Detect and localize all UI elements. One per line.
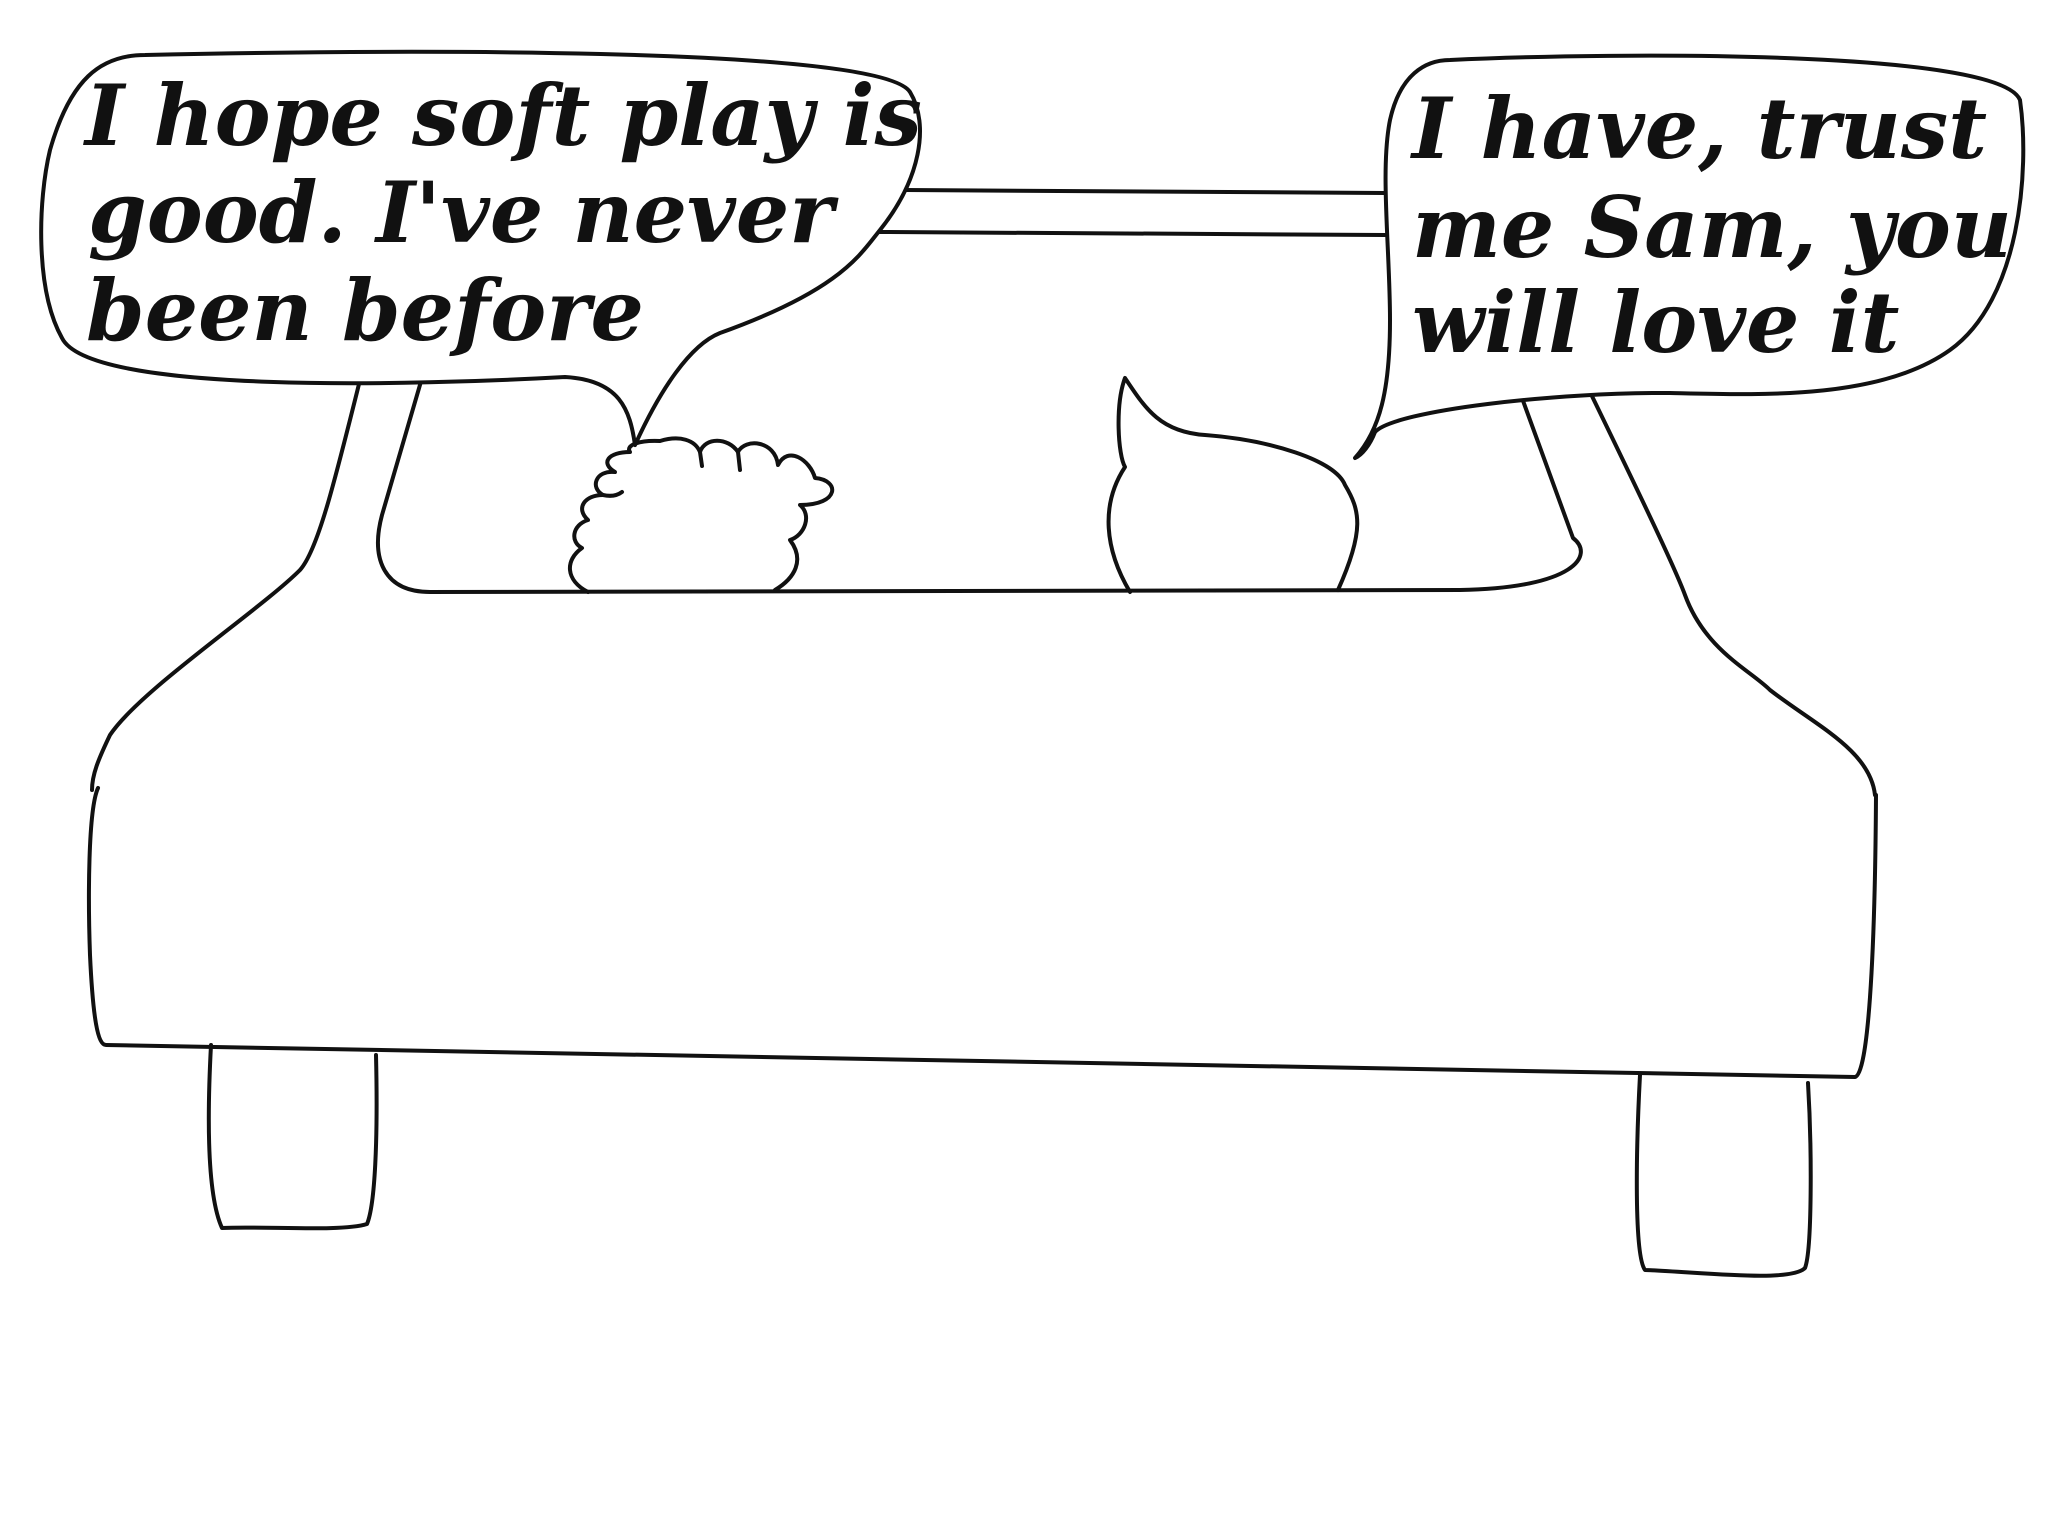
right-bubble-line-1: I have, trust xyxy=(1410,79,1987,178)
right-bubble-line-2: me Sam, you xyxy=(1412,178,2012,277)
right-speech-bubble: I have, trust me Sam, you will love it xyxy=(1353,53,2041,460)
right-pillar-outer xyxy=(1588,390,1877,797)
car xyxy=(86,188,1878,1278)
car-body-lower xyxy=(86,786,1878,1079)
curly-hair-detail-left xyxy=(601,490,624,498)
left-wheel xyxy=(206,1043,379,1231)
left-pillar-inner xyxy=(376,376,1583,594)
left-pillar-outer xyxy=(90,378,362,792)
characters xyxy=(567,376,1360,594)
right-speech-bubble-outline xyxy=(1353,53,2026,460)
curly-hair-detail-right xyxy=(736,450,742,472)
left-bubble-line-1: I hope soft play is xyxy=(83,66,922,165)
left-speech-bubble: I hope soft play is good. I've never bee… xyxy=(39,49,951,447)
curly-hair-character xyxy=(567,436,835,594)
windscreen-top-line xyxy=(903,188,1387,195)
left-speech-bubble-text: I hope soft play is good. I've never bee… xyxy=(83,66,951,360)
right-bubble-line-3: will love it xyxy=(1412,273,1899,372)
right-wheel xyxy=(1634,1073,1813,1278)
windscreen-second-line xyxy=(878,230,1387,237)
curly-hair-detail-mid xyxy=(698,450,704,468)
left-speech-bubble-outline xyxy=(39,49,922,447)
right-speech-bubble-text: I have, trust me Sam, you will love it xyxy=(1410,79,2041,372)
left-bubble-line-3: been before xyxy=(86,261,644,360)
left-bubble-line-2: good. I've never xyxy=(88,163,839,262)
pointed-hair-character xyxy=(1106,376,1360,594)
